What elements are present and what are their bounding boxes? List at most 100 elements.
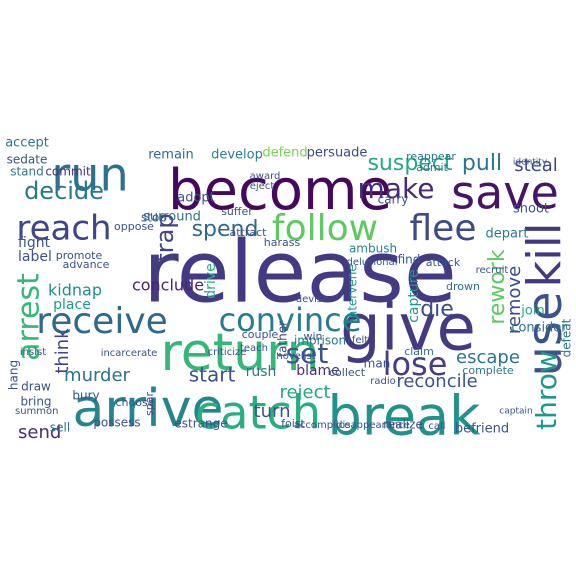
- word-die-36: die: [420, 297, 454, 322]
- word-realize-69: realize: [383, 418, 423, 432]
- word-identity-115: identity: [513, 158, 548, 168]
- word-break-5: break: [328, 385, 482, 448]
- word-complete-67: complete: [462, 364, 514, 377]
- word-spar-94: spar: [143, 392, 156, 416]
- word-commit-53: commit: [45, 165, 91, 179]
- word-blame-56: blame: [296, 363, 340, 379]
- word-steal-26: steal: [514, 155, 558, 176]
- word-develop-46: develop: [211, 148, 263, 163]
- word-adopt-45: adopt: [177, 191, 215, 206]
- word-stand-52: stand: [10, 165, 44, 179]
- word-eject-110: eject: [250, 181, 275, 192]
- word-rush-57: rush: [246, 364, 277, 380]
- word-follow-8: follow: [272, 208, 378, 249]
- word-flee-11: flee: [410, 208, 477, 249]
- word-consider-65: consider: [511, 321, 567, 336]
- word-promote-90: promote: [56, 249, 103, 262]
- word-reach-9: reach: [16, 209, 111, 249]
- word-kidnap-38: kidnap: [48, 281, 102, 300]
- word-sell-76: sell: [50, 421, 70, 435]
- word-reconcile-37: reconcile: [396, 371, 477, 392]
- word-turn-32: turn: [254, 401, 291, 422]
- word-make-19: make: [358, 172, 435, 205]
- word-claim-84: claim: [404, 345, 434, 358]
- word-catch-6: catch: [195, 386, 321, 440]
- word-collect-96: collect: [329, 366, 366, 379]
- word-capture-54: capture: [406, 269, 422, 323]
- word-return-2: return: [161, 323, 320, 383]
- word-escape-27: escape: [456, 347, 520, 368]
- word-befriend-68: befriend: [455, 422, 509, 437]
- word-conclude-39: conclude: [132, 276, 204, 295]
- word-bring-74: bring: [20, 395, 51, 409]
- word-remove-28: remove: [504, 266, 525, 334]
- word-felt-87: felt: [352, 335, 368, 346]
- word-attack-82: attack: [426, 256, 461, 269]
- word-estrange-70: estrange: [174, 417, 227, 431]
- word-shoot-64: shoot: [513, 202, 549, 217]
- word-draw-73: draw: [21, 380, 51, 394]
- word-accept-50: accept: [5, 136, 49, 151]
- word-pull-25: pull: [462, 151, 502, 176]
- word-incarcerate-93: incarcerate: [101, 348, 158, 359]
- word-call-99: call: [428, 421, 445, 432]
- word-advance-91: advance: [63, 258, 110, 271]
- word-think-35: think: [52, 328, 73, 374]
- word-persuade-48: persuade: [307, 146, 368, 161]
- word-harass-106: harass: [264, 236, 301, 249]
- word-recruit-113: recruit: [476, 265, 509, 276]
- word-arrest-17: arrest: [12, 273, 47, 361]
- word-suffer-108: suffer: [221, 205, 253, 218]
- word-rework-23: rework: [485, 249, 510, 325]
- word-use-15: use: [517, 292, 573, 377]
- word-disappearance-103: disappearance: [336, 420, 410, 431]
- word-trap-29: trap: [151, 213, 179, 262]
- word-ambush-55: ambush: [349, 242, 397, 256]
- word-drown-83: drown: [446, 280, 480, 293]
- word-stop-88: stop: [141, 211, 167, 225]
- word-save-7: save: [451, 166, 559, 220]
- word-teach-95: teach: [240, 343, 268, 354]
- word-oppose-89: oppose: [114, 220, 154, 233]
- word-find-77: find: [398, 253, 421, 267]
- word-murder-31: murder: [64, 365, 131, 386]
- word-start-30: start: [189, 363, 236, 387]
- word-convince-12: convince: [219, 301, 362, 339]
- word-defend-47: defend: [262, 146, 307, 161]
- word-surround-44: surround: [143, 210, 201, 225]
- word-send-34: send: [18, 422, 61, 443]
- word-reappear-81: reappear: [406, 150, 456, 163]
- word-receive-13: receive: [36, 301, 168, 342]
- word-foist-98: foist: [281, 417, 305, 430]
- word-defeat-66: defeat: [560, 318, 574, 357]
- word-bury-72: bury: [72, 389, 99, 403]
- word-devise-112: devise: [296, 294, 329, 305]
- word-summon-101: summon: [15, 406, 59, 417]
- word-sedate-51: sedate: [7, 153, 48, 167]
- word-arrive-4: arrive: [73, 379, 224, 439]
- word-become-1: become: [168, 158, 392, 223]
- word-kill-16: kill: [518, 223, 572, 288]
- word-man-79: man: [364, 357, 391, 371]
- word-attract-107: attract: [230, 226, 268, 239]
- word-place-40: place: [53, 297, 91, 313]
- word-couple-85: couple: [242, 328, 279, 341]
- word-delusional-111: delusional: [347, 257, 398, 268]
- word-depart-62: depart: [486, 227, 529, 242]
- word-reject-33: reject: [279, 382, 330, 403]
- word-decide-14: decide: [24, 177, 104, 205]
- word-join-63: join: [520, 304, 544, 319]
- word-admit-80: admit: [416, 161, 448, 174]
- word-release-0: release: [143, 222, 457, 322]
- word-accomplice-102: accomplice: [294, 420, 351, 431]
- word-fight-41: fight: [18, 235, 51, 251]
- word-intervene-60: intervene: [346, 264, 360, 321]
- word-insist-92: insist: [20, 347, 46, 358]
- word-criticize-105: criticize: [208, 347, 247, 358]
- word-captain-114: captain: [499, 407, 532, 417]
- word-possess-71: possess: [93, 416, 140, 430]
- word-label-42: label: [18, 249, 52, 265]
- word-throw-18: throw: [530, 350, 563, 430]
